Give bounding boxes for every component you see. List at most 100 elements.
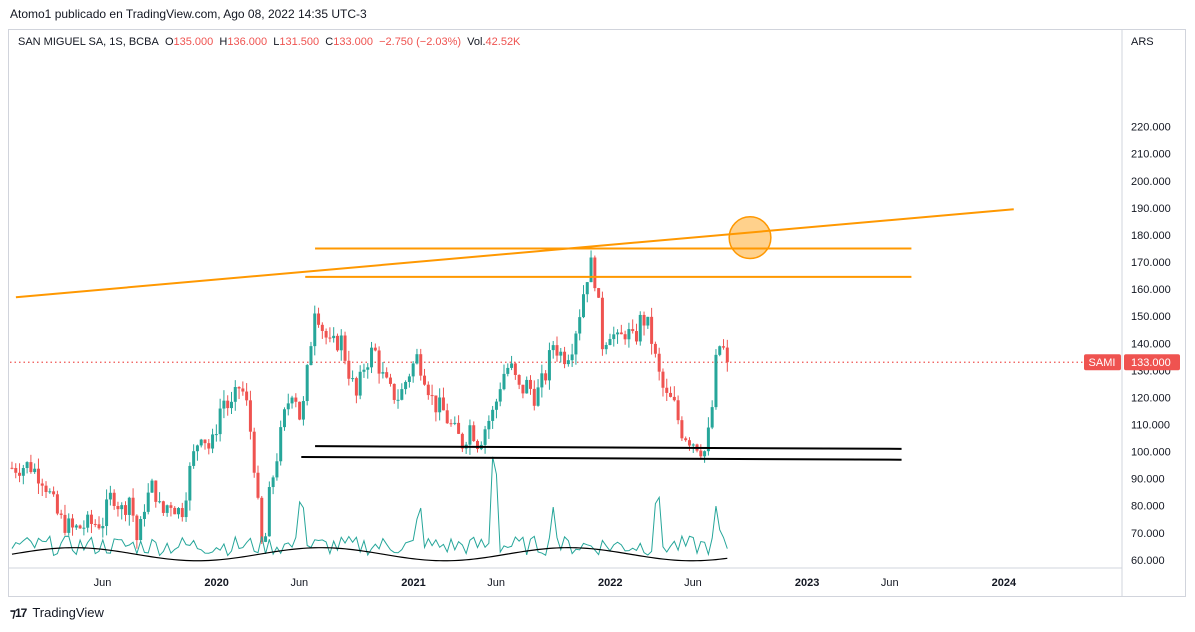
candle-body bbox=[430, 395, 434, 397]
candle-body bbox=[449, 423, 453, 425]
candle-body bbox=[725, 347, 729, 363]
candle-body bbox=[555, 345, 559, 356]
candle-body bbox=[313, 313, 317, 347]
x-tick-label: Jun bbox=[881, 577, 899, 589]
candle-body bbox=[10, 467, 14, 469]
candle-body bbox=[438, 397, 442, 413]
candle-body bbox=[676, 400, 680, 421]
candle-body bbox=[101, 526, 105, 529]
y-tick-label: 110.000 bbox=[1131, 419, 1170, 431]
candle-body bbox=[211, 434, 215, 449]
candle-body bbox=[566, 360, 570, 365]
candle-body bbox=[271, 477, 275, 488]
candle-body bbox=[135, 515, 139, 541]
candle-body bbox=[684, 438, 688, 441]
tradingview-brand[interactable]: ⁊17 TradingView bbox=[10, 605, 104, 620]
candle-body bbox=[324, 330, 328, 338]
candle-body bbox=[55, 494, 59, 514]
y-tick-label: 140.000 bbox=[1131, 338, 1171, 350]
candle-body bbox=[165, 505, 169, 513]
candle-body bbox=[472, 425, 476, 442]
y-tick-label: 80.000 bbox=[1131, 501, 1165, 513]
y-tick-label: 100.000 bbox=[1131, 447, 1171, 459]
candle-body bbox=[506, 367, 510, 374]
candle-body bbox=[631, 329, 635, 332]
candle-body bbox=[74, 525, 78, 528]
candle-body bbox=[25, 462, 29, 469]
candle-body bbox=[377, 350, 381, 374]
y-tick-label: 180.000 bbox=[1131, 230, 1171, 242]
support-trendline[interactable] bbox=[315, 445, 902, 450]
candle-body bbox=[525, 379, 529, 394]
candle-body bbox=[687, 440, 691, 446]
candle-body bbox=[619, 332, 623, 335]
candle-body bbox=[665, 387, 669, 393]
x-tick-label: Jun bbox=[94, 577, 112, 589]
volume-label: Vol. bbox=[467, 36, 486, 48]
close-value: 133.000 bbox=[333, 36, 373, 48]
candle-body bbox=[154, 480, 158, 502]
candle-body bbox=[226, 400, 230, 409]
candle-body bbox=[332, 335, 336, 339]
symbol-title: SAN MIGUEL SA, 1S, BCBA bbox=[18, 36, 159, 48]
candle-body bbox=[646, 316, 650, 326]
candle-body bbox=[680, 420, 684, 439]
candle-body bbox=[275, 461, 279, 478]
candle-body bbox=[105, 499, 109, 527]
candle-body bbox=[301, 401, 305, 420]
volume-value: 42.52K bbox=[485, 36, 521, 48]
change-value: −2.750 (−2.03%) bbox=[379, 36, 462, 48]
symbol-tag-label: SAMI bbox=[1089, 357, 1116, 369]
candle-body bbox=[536, 387, 540, 406]
candle-body bbox=[642, 314, 646, 326]
candle-body bbox=[513, 363, 517, 375]
support-trendline[interactable] bbox=[301, 455, 902, 461]
candle-body bbox=[491, 409, 495, 421]
x-tick-label: 2021 bbox=[401, 577, 425, 589]
candle-body bbox=[604, 345, 608, 350]
y-tick-label: 90.000 bbox=[1131, 474, 1165, 486]
candle-body bbox=[264, 536, 268, 542]
candle-body bbox=[256, 472, 260, 498]
candle-body bbox=[93, 523, 97, 525]
candle-body bbox=[699, 450, 703, 457]
candle-body bbox=[563, 351, 567, 365]
candle-body bbox=[298, 401, 302, 420]
highlight-circle[interactable] bbox=[728, 216, 772, 260]
candle-body bbox=[521, 384, 525, 394]
candle-body bbox=[317, 313, 321, 325]
candle-body bbox=[59, 513, 63, 515]
volume-moving-average bbox=[11, 547, 728, 562]
candle-body bbox=[290, 397, 294, 404]
candle-body bbox=[559, 351, 563, 356]
candle-body bbox=[487, 420, 491, 430]
candle-body bbox=[404, 381, 408, 390]
candle-body bbox=[142, 511, 146, 520]
x-tick-label: Jun bbox=[290, 577, 308, 589]
candle-body bbox=[173, 507, 177, 515]
candle-body bbox=[188, 465, 192, 501]
candle-body bbox=[343, 335, 347, 361]
candle-body bbox=[483, 429, 487, 445]
candle-body bbox=[29, 462, 33, 473]
candle-body bbox=[623, 334, 627, 340]
candle-body bbox=[551, 345, 555, 351]
x-tick-label: 2020 bbox=[204, 577, 228, 589]
candle-body bbox=[498, 389, 502, 402]
candle-body bbox=[124, 505, 128, 515]
candle-body bbox=[612, 334, 616, 340]
high-value: 136.000 bbox=[227, 36, 268, 48]
candle-body bbox=[570, 354, 574, 361]
candle-body bbox=[426, 384, 430, 396]
candle-body bbox=[218, 408, 222, 435]
currency-label: ARS bbox=[1131, 36, 1154, 48]
resistance-trendline[interactable] bbox=[15, 208, 1014, 299]
candle-body bbox=[710, 407, 714, 428]
candle-body bbox=[547, 350, 551, 381]
candle-body bbox=[97, 524, 101, 529]
candle-body bbox=[653, 343, 657, 354]
candle-body bbox=[260, 497, 264, 542]
candle-body bbox=[199, 439, 203, 446]
candle-body bbox=[366, 367, 370, 370]
